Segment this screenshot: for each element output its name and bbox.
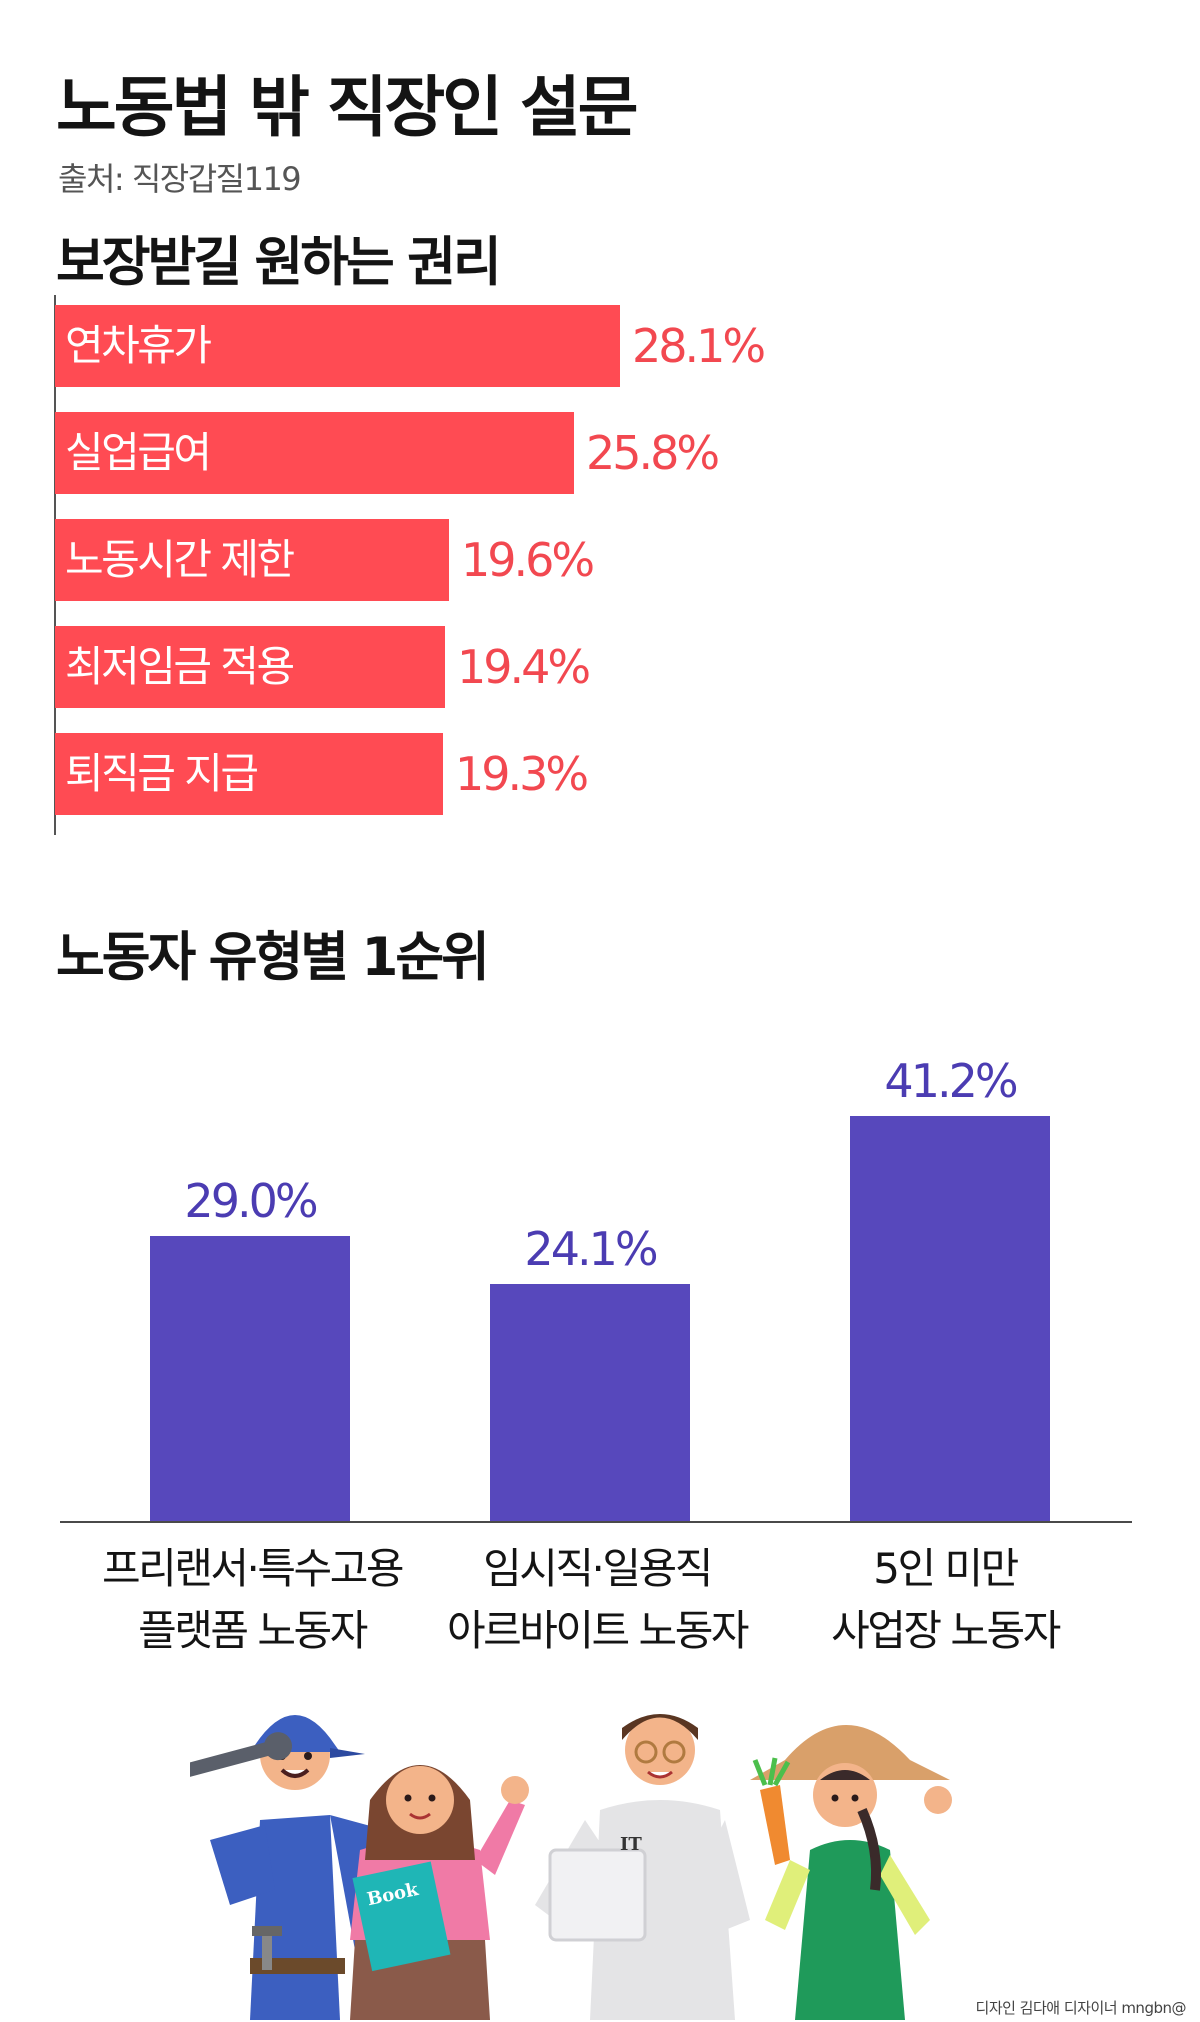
source-note: 출처: 직장갑질119 xyxy=(58,160,302,198)
types-bar xyxy=(850,1116,1050,1521)
types-chart-title: 노동자 유형별 1순위 xyxy=(56,927,490,988)
types-category-label: 프리랜서·특수고용 플랫폼 노동자 xyxy=(102,1544,404,1655)
rights-bar-value: 25.8% xyxy=(586,426,720,480)
types-bar xyxy=(490,1284,690,1521)
types-category-label: 5인 미만 사업장 노동자 xyxy=(831,1544,1061,1655)
designer-credit: 디자인 김다애 디자이너 mngbn@ xyxy=(975,1999,1187,2017)
types-bar xyxy=(150,1236,350,1521)
types-category-label: 임시직·일용직 아르바이트 노동자 xyxy=(447,1544,749,1655)
rights-bar-value: 19.3% xyxy=(455,747,589,801)
workers-illustration: Book IT xyxy=(190,1714,952,2020)
types-bar-value: 41.2% xyxy=(884,1054,1018,1108)
farmer-icon xyxy=(750,1725,952,2020)
student-with-book-icon: Book xyxy=(350,1765,529,2020)
it-worker-icon: IT xyxy=(535,1714,750,2020)
types-chart-baseline xyxy=(60,1521,1132,1523)
rights-bar-label: 최저임금 적용 xyxy=(65,642,295,691)
rights-bar-value: 19.4% xyxy=(457,640,591,694)
rights-chart-title: 보장받길 원하는 권리 xyxy=(56,232,502,293)
rights-bar-label: 노동시간 제한 xyxy=(65,535,295,584)
types-bar-value: 24.1% xyxy=(524,1222,658,1276)
rights-bar: 퇴직금 지급 xyxy=(55,733,443,815)
page-title: 노동법 밖 직장인 설문 xyxy=(56,69,638,146)
rights-bar-label: 실업급여 xyxy=(65,428,212,477)
rights-bar: 실업급여 xyxy=(55,412,574,494)
rights-bar: 노동시간 제한 xyxy=(55,519,449,601)
rights-bar-label: 연차휴가 xyxy=(65,321,212,370)
shirt-text: IT xyxy=(620,1834,642,1855)
rights-bar-value: 28.1% xyxy=(632,319,766,373)
rights-bar: 연차휴가 xyxy=(55,305,620,387)
types-bar-value: 29.0% xyxy=(184,1174,318,1228)
rights-bar-value: 19.6% xyxy=(461,533,595,587)
rights-bar: 최저임금 적용 xyxy=(55,626,445,708)
rights-bar-label: 퇴직금 지급 xyxy=(65,749,259,798)
